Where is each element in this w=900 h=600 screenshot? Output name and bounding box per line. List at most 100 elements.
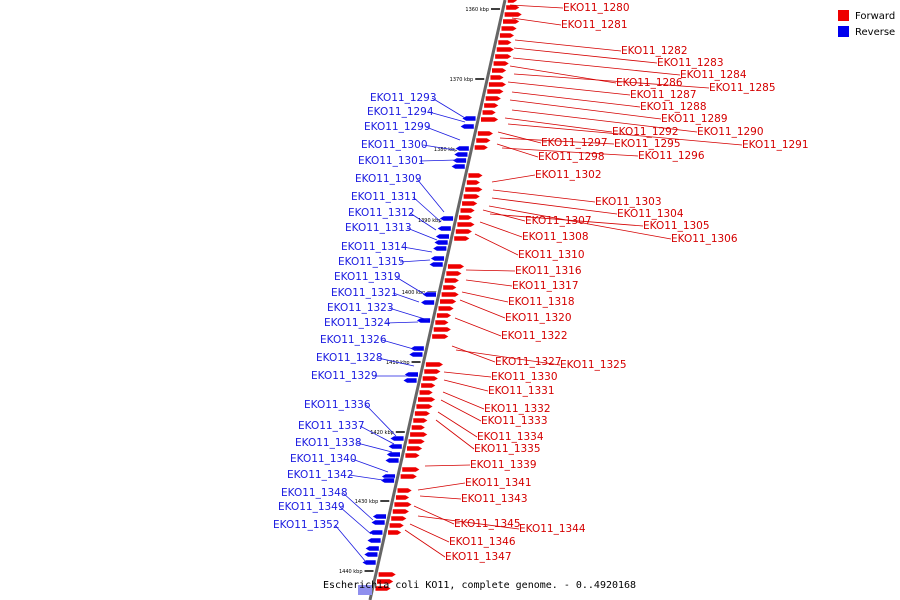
legend-reverse-label: Reverse	[855, 27, 895, 38]
reverse-label-leader	[381, 339, 418, 351]
reverse-gene-arrow	[436, 225, 452, 232]
forward-label-leader	[509, 99, 662, 120]
forward-gene-arrow	[467, 172, 484, 179]
forward-gene-arrow	[437, 305, 455, 312]
reverse-gene-arrow	[389, 435, 405, 442]
reverse-label-leader	[409, 212, 437, 231]
forward-gene-label: EKO11_1345	[454, 518, 521, 530]
forward-gene-label: EKO11_1296	[638, 150, 705, 162]
reverse-gene-label: EKO11_1311	[351, 191, 418, 203]
forward-gene-arrow	[464, 186, 484, 193]
forward-gene-label: EKO11_1318	[508, 296, 575, 308]
forward-label-leader	[461, 291, 509, 303]
forward-label-leader	[440, 399, 482, 422]
forward-gene-label: EKO11_1320	[505, 312, 572, 324]
forward-gene-arrow	[480, 116, 500, 123]
forward-gene-arrow	[458, 214, 474, 221]
forward-gene-label: EKO11_1303	[595, 196, 662, 208]
forward-gene-arrow	[411, 424, 426, 431]
reverse-label-leader	[416, 178, 445, 213]
forward-gene-arrow	[389, 522, 405, 529]
forward-gene-label: EKO11_1335	[474, 443, 541, 455]
forward-gene-label: EKO11_1295	[614, 138, 681, 150]
forward-label-leader	[424, 464, 471, 467]
forward-gene-label: EKO11_1308	[522, 231, 589, 243]
forward-gene-label: EKO11_1339	[470, 459, 537, 471]
forward-gene-label: EKO11_1283	[657, 57, 724, 69]
forward-gene-arrow	[483, 102, 500, 109]
forward-label-leader	[413, 505, 455, 525]
reverse-gene-arrow	[459, 123, 475, 130]
reverse-gene-label: EKO11_1313	[345, 222, 412, 234]
forward-label-leader	[465, 279, 513, 287]
forward-gene-arrow	[378, 571, 397, 578]
legend-forward-swatch	[838, 10, 849, 21]
reverse-gene-label: EKO11_1328	[316, 352, 383, 364]
forward-label-leader	[504, 117, 613, 133]
forward-gene-arrow	[455, 228, 474, 235]
forward-gene-label: EKO11_1341	[465, 477, 532, 489]
forward-gene-arrow	[422, 375, 439, 382]
tick-label: 1410 kbp	[386, 360, 410, 366]
forward-gene-arrow	[436, 312, 453, 319]
forward-gene-label: EKO11_1344	[519, 523, 586, 535]
reverse-gene-arrow	[387, 443, 403, 450]
reverse-gene-label: EKO11_1340	[290, 453, 357, 465]
forward-gene-label: EKO11_1333	[481, 415, 548, 427]
forward-gene-arrow	[441, 291, 460, 298]
tick-label: 1430 kbp	[355, 499, 379, 505]
forward-gene-label: EKO11_1282	[621, 45, 688, 57]
forward-gene-arrow	[433, 326, 452, 333]
forward-label-leader	[465, 269, 516, 272]
forward-gene-arrow	[453, 235, 471, 242]
forward-gene-arrow	[409, 431, 429, 438]
forward-gene-label: EKO11_1317	[512, 280, 579, 292]
reverse-gene-arrow	[438, 215, 454, 222]
reverse-label-leader	[428, 111, 466, 123]
forward-label-leader	[501, 147, 639, 157]
forward-gene-label: EKO11_1343	[461, 493, 528, 505]
forward-gene-label: EKO11_1325	[560, 359, 627, 371]
reverse-gene-arrow	[379, 477, 395, 484]
reverse-gene-label: EKO11_1294	[367, 106, 434, 118]
forward-label-leader	[459, 299, 506, 319]
forward-gene-arrow	[494, 53, 513, 60]
forward-gene-label: EKO11_1285	[709, 82, 776, 94]
forward-gene-arrow	[486, 88, 505, 95]
forward-gene-arrow	[456, 221, 476, 228]
forward-gene-label: EKO11_1330	[491, 371, 558, 383]
reverse-gene-arrow	[428, 261, 444, 268]
forward-label-leader	[474, 233, 519, 256]
forward-label-leader	[491, 197, 618, 215]
forward-gene-label: EKO11_1280	[563, 2, 630, 14]
forward-gene-arrow	[420, 382, 437, 389]
reverse-gene-arrow	[453, 151, 469, 158]
reverse-gene-label: EKO11_1321	[331, 287, 398, 299]
reverse-gene-arrow	[433, 239, 449, 246]
forward-gene-label: EKO11_1292	[612, 126, 679, 138]
reverse-gene-label: EKO11_1338	[295, 437, 362, 449]
tick-label: 1370 kbp	[450, 77, 474, 83]
forward-label-leader	[482, 209, 526, 222]
reverse-label-leader	[359, 425, 395, 445]
reverse-label-leader	[395, 276, 425, 295]
forward-gene-label: EKO11_1302	[535, 169, 602, 181]
forward-label-leader	[409, 523, 450, 543]
reverse-gene-arrow	[363, 551, 379, 558]
reverse-label-leader	[348, 474, 384, 481]
forward-label-leader	[488, 205, 672, 240]
forward-gene-label: EKO11_1322	[501, 330, 568, 342]
forward-gene-label: EKO11_1290	[697, 126, 764, 138]
tick-label: 1420 kbp	[370, 430, 394, 436]
forward-gene-label: EKO11_1331	[488, 385, 555, 397]
reverse-label-leader	[419, 159, 458, 162]
reverse-label-leader	[385, 321, 419, 324]
legend-reverse-swatch	[838, 26, 849, 37]
forward-label-leader	[437, 411, 478, 438]
forward-gene-arrow	[390, 515, 408, 522]
forward-gene-arrow	[415, 403, 434, 410]
reverse-gene-arrow	[450, 163, 466, 170]
label-leader-lines	[334, 4, 743, 563]
reverse-gene-arrow	[385, 451, 401, 458]
